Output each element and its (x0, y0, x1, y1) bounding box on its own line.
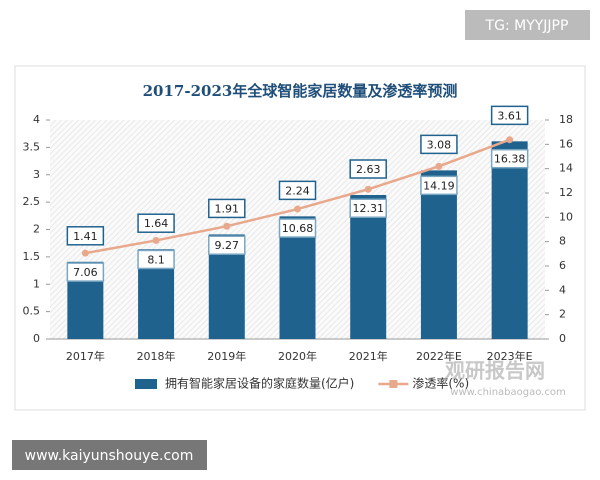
y2-tick-label: 18 (559, 113, 573, 126)
line-point (294, 205, 301, 213)
bar-value-label-box (66, 226, 105, 246)
bar-value-label-box (420, 134, 458, 155)
logo-url: www.chinabaogao.com (450, 387, 565, 398)
y2-tick-label: 6 (559, 259, 566, 272)
logo-name: 观研报告网 (445, 359, 545, 383)
line-value-label: 9.27 (215, 239, 240, 252)
y-tick-label: 1 (33, 277, 40, 290)
bar-value-label: 1.91 (215, 202, 240, 215)
x-tick-label: 2017年 (66, 349, 105, 363)
bar (491, 141, 528, 339)
y-tick-label: 2 (33, 223, 40, 236)
line-value-label: 7.06 (73, 266, 98, 279)
footer-url: www.kaiyunshouye.com (25, 448, 194, 464)
bar-value-label: 3.08 (427, 138, 452, 151)
line-value-label: 16.38 (494, 153, 526, 166)
bar-value-label: 3.61 (497, 109, 522, 122)
y2-tick-label: 4 (559, 283, 566, 296)
y2-tick-label: 16 (559, 137, 573, 150)
bar-value-label-box (349, 159, 387, 179)
watermark-box (465, 10, 590, 40)
y-tick-label: 0 (33, 332, 40, 345)
line-value-label-box (420, 175, 458, 196)
y-tick-label: 2.5 (23, 195, 41, 208)
x-tick-label: 2020年 (278, 349, 317, 363)
x-tick-label: 2019年 (207, 349, 246, 363)
footer-box (12, 440, 207, 470)
y2-tick-label: 2 (559, 308, 566, 321)
bar-value-label-box (208, 198, 246, 219)
bar (420, 170, 457, 339)
x-tick-label: 2018年 (137, 349, 176, 363)
line-value-label-box (208, 235, 246, 255)
line-value-label: 10.68 (282, 222, 314, 235)
line-value-label: 14.19 (423, 179, 455, 192)
line-value-label-box (66, 262, 105, 282)
y-tick-label: 3 (33, 168, 40, 181)
line-value-label: 8.1 (147, 253, 165, 266)
line-value-label-box (490, 148, 529, 169)
x-tick-label: 2022年E (416, 349, 462, 363)
y-tick-label: 0.5 (23, 305, 41, 318)
y2-tick-label: 14 (559, 162, 573, 175)
legend-marker (389, 380, 398, 388)
line-value-label-box (137, 249, 175, 270)
y-tick-label: 1.5 (23, 250, 41, 263)
line-point (364, 185, 372, 193)
line-point (152, 236, 160, 244)
legend-label: 渗透率(%) (412, 376, 469, 391)
line-value-label-box (349, 198, 387, 218)
bar-value-label: 1.64 (144, 217, 169, 230)
bar-value-label: 1.41 (73, 230, 98, 243)
y2-tick-label: 0 (559, 332, 566, 345)
y2-tick-label: 10 (559, 210, 573, 223)
x-tick-label: 2023年E (487, 349, 533, 363)
x-tick-label: 2021年 (349, 349, 388, 363)
line-point (81, 249, 89, 257)
y2-tick-label: 12 (559, 186, 573, 199)
line-point (506, 136, 514, 144)
legend-label: 拥有智能家居设备的家庭数量(亿户) (165, 376, 354, 391)
bar-value-label-box (490, 105, 529, 126)
bar-value-label-box (278, 180, 317, 201)
y2-tick-label: 8 (559, 235, 566, 248)
line-point (223, 222, 231, 230)
chart-title: 2017-2023年全球智能家居数量及渗透率预测 (143, 82, 458, 100)
bar-value-label: 2.24 (285, 184, 310, 197)
line-value-label-box (278, 218, 317, 238)
watermark: TG: MYYJJPP (485, 18, 569, 34)
y-tick-label: 3.5 (23, 140, 41, 153)
y-tick-label: 4 (33, 113, 40, 126)
bar-value-label: 2.63 (356, 163, 381, 176)
bar (350, 195, 387, 339)
line-value-label: 12.31 (352, 202, 384, 215)
bar-value-label-box (137, 213, 175, 233)
line-point (435, 162, 443, 170)
legend-swatch (135, 379, 157, 389)
